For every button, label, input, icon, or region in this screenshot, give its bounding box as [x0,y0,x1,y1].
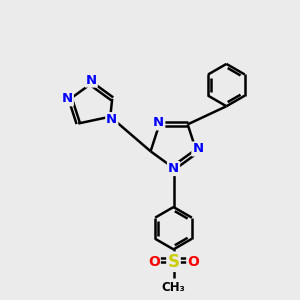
Text: N: N [168,162,179,175]
Text: N: N [153,116,164,129]
Text: O: O [187,255,199,269]
Text: N: N [192,142,203,155]
Text: N: N [62,92,73,105]
Text: CH₃: CH₃ [162,281,185,294]
Text: N: N [106,113,117,126]
Text: S: S [167,253,179,271]
Text: N: N [86,74,97,87]
Text: O: O [148,255,160,269]
